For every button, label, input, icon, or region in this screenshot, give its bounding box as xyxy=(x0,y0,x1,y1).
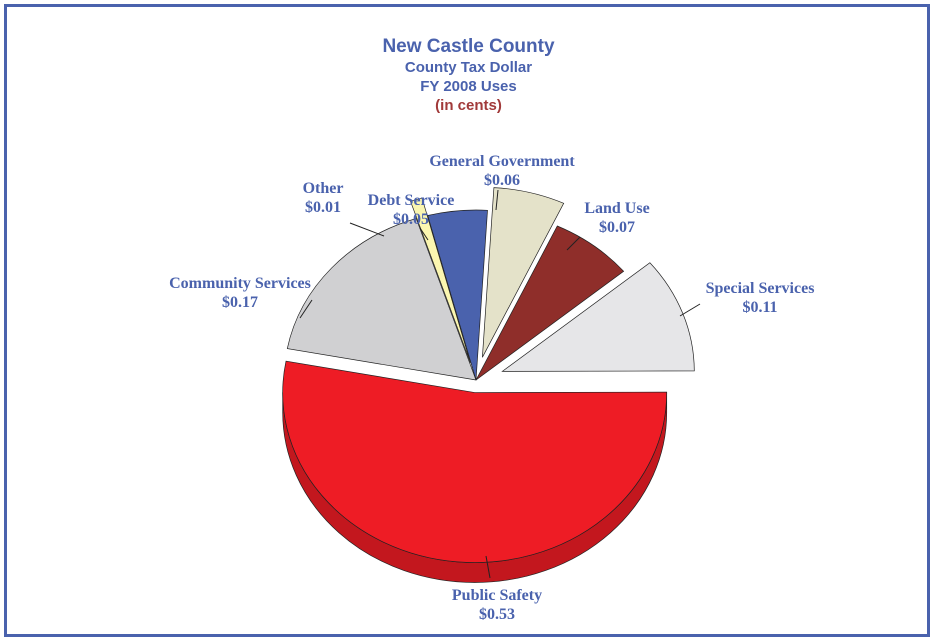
leader-special-services xyxy=(679,303,701,317)
value-label-general-government: $0.06 xyxy=(484,172,520,189)
value-label-other: $0.01 xyxy=(305,199,341,216)
slice-special-services xyxy=(501,262,695,372)
label-special-services: Special Services xyxy=(706,280,815,297)
label-public-safety: Public Safety xyxy=(452,587,542,604)
slice-public-safety xyxy=(282,360,668,563)
value-label-land-use: $0.07 xyxy=(599,219,635,236)
label-debt-service: Debt Service xyxy=(368,192,455,209)
label-other: Other xyxy=(303,180,344,197)
label-general-government: General Government xyxy=(429,153,575,170)
leader-general-government xyxy=(495,189,499,211)
leader-land-use xyxy=(566,236,581,251)
leader-other xyxy=(349,222,385,237)
value-label-public-safety: $0.53 xyxy=(479,606,515,623)
leader-public-safety xyxy=(485,555,491,579)
label-land-use: Land Use xyxy=(584,200,649,217)
slice-labels: Public Safety $0.53 Special Services $0.11 L… xyxy=(169,153,814,623)
unit-note: (in cents) xyxy=(435,97,502,114)
chart-titles: New Castle County County Tax Dollar FY 2… xyxy=(0,36,937,115)
slice-debt-service xyxy=(427,209,488,381)
leader-community-services xyxy=(299,299,313,319)
value-label-special-services: $0.11 xyxy=(742,299,777,316)
slice-other xyxy=(410,197,471,363)
pie-slices xyxy=(282,187,695,583)
value-label-community-services: $0.17 xyxy=(222,294,258,311)
leader-debt-service xyxy=(419,227,429,241)
label-community-services: Community Services xyxy=(169,275,311,292)
slice-general-government xyxy=(482,187,565,358)
chart-subtitle-1: County Tax Dollar xyxy=(404,59,533,76)
chart-title: New Castle County xyxy=(382,36,555,57)
slice-community-services xyxy=(286,218,477,381)
value-label-debt-service: $0.05 xyxy=(393,211,429,228)
leader-lines xyxy=(299,189,701,579)
slice-land-use xyxy=(475,225,625,381)
chart-subtitle-2: FY 2008 Uses xyxy=(420,78,517,95)
